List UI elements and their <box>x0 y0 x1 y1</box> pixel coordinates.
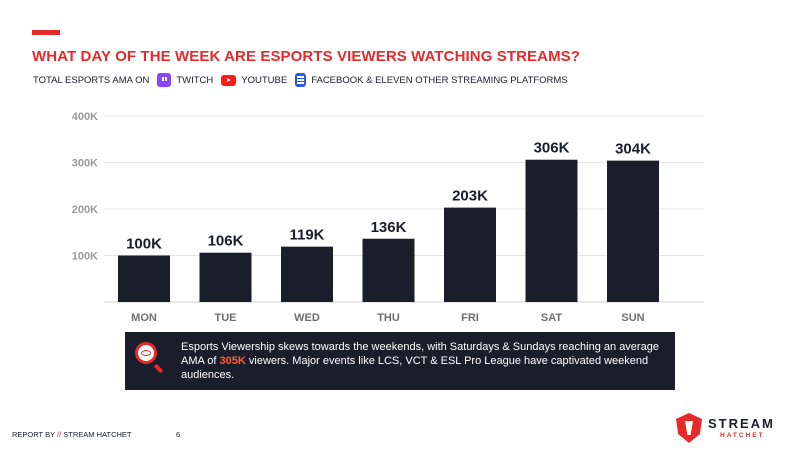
x-tick-label: THU <box>377 312 400 324</box>
bar-wed <box>281 246 333 302</box>
x-tick-label: WED <box>294 312 320 324</box>
bar-fri <box>444 207 496 302</box>
footer-credit: REPORT BY // STREAM HATCHET <box>12 430 132 439</box>
bars <box>118 159 659 302</box>
bar-sat <box>525 159 578 302</box>
x-tick-label: FRI <box>461 312 479 324</box>
platform-label-youtube: YOUTUBE <box>241 74 288 86</box>
footer-slashes: // <box>57 430 62 439</box>
streaming-platforms-icon <box>295 73 307 87</box>
x-tick-label: MON <box>131 312 157 324</box>
page-title: WHAT DAY OF THE WEEK ARE ESPORTS VIEWERS… <box>32 48 581 65</box>
y-tick-label: 400K <box>72 111 98 123</box>
insight-callout: Esports Viewership skews towards the wee… <box>125 332 675 390</box>
twitch-icon <box>157 73 172 87</box>
stream-hatchet-logo: STREAM HATCHET <box>676 412 788 444</box>
accent-bar <box>32 30 60 35</box>
bar-sun <box>607 160 659 302</box>
callout-text-after: viewers. Major events like LCS, VCT & ES… <box>181 355 649 381</box>
bar-tue <box>199 252 252 302</box>
platform-label-other: FACEBOOK & ELEVEN OTHER STREAMING PLATFO… <box>311 74 568 86</box>
data-label: 304K <box>615 141 651 158</box>
data-labels: 100K 106K 119K 136K 203K 306K 304K <box>126 140 651 253</box>
x-tick-label: TUE <box>215 312 237 324</box>
data-label: 100K <box>126 236 162 253</box>
page-number: 6 <box>176 430 181 439</box>
logo-sub: HATCHET <box>720 432 765 439</box>
subtitle-prefix: TOTAL ESPORTS AMA ON <box>33 74 150 86</box>
x-tick-label: SUN <box>621 312 644 324</box>
footer-brand: STREAM HATCHET <box>63 430 132 439</box>
x-tick-label: SAT <box>541 312 562 324</box>
x-axis-ticks: MON TUE WED THU FRI SAT SUN <box>131 312 644 324</box>
bar-thu <box>362 238 415 302</box>
logo-word: STREAM <box>708 416 775 431</box>
callout-highlight: 305K <box>219 355 246 367</box>
footer-report-by: REPORT BY <box>12 430 55 439</box>
data-label: 306K <box>534 140 570 157</box>
data-label: 203K <box>452 188 488 205</box>
magnifier-eye-icon <box>135 342 157 364</box>
data-label: 106K <box>208 233 244 250</box>
y-tick-label: 200K <box>72 204 98 216</box>
data-label: 119K <box>289 227 324 244</box>
hatchet-shield-icon <box>676 413 702 443</box>
y-tick-label: 300K <box>72 158 98 170</box>
y-axis-ticks: 100K 200K 300K 400K <box>72 111 98 263</box>
platform-label-twitch: TWITCH <box>176 74 214 86</box>
data-label: 136K <box>371 219 407 236</box>
y-tick-label: 100K <box>72 251 98 263</box>
bar-chart: 100K 200K 300K 400K 100K 106K 119K 136K 203K 306… <box>72 111 704 324</box>
callout-text-before: Esports Viewership skews towards the wee… <box>181 341 659 367</box>
youtube-icon <box>221 74 237 86</box>
bar-mon <box>118 255 170 302</box>
platforms-subtitle: TOTAL ESPORTS AMA ON TWITCH YOUTUBE FACE… <box>33 71 576 89</box>
